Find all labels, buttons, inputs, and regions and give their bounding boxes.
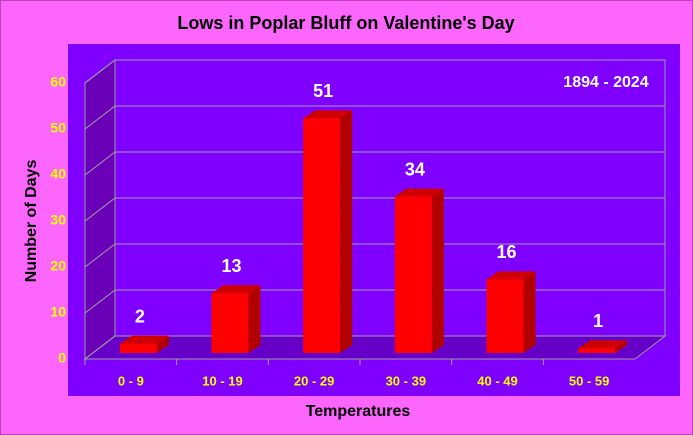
bar (578, 348, 616, 353)
floor (83, 335, 667, 360)
x-tick-label: 50 - 59 (569, 373, 609, 388)
grid-line (84, 335, 665, 360)
grid-line (84, 105, 665, 130)
y-tick-label: 40 (50, 166, 66, 182)
y-tick-label: 0 (58, 350, 66, 366)
bar-top (486, 271, 536, 280)
x-tick-label: 0 - 9 (118, 373, 144, 388)
x-tick-label: 30 - 39 (386, 373, 426, 388)
bar-top (211, 285, 261, 294)
bar-side (523, 271, 536, 353)
grid-line (84, 289, 665, 314)
x-tick-label: 10 - 19 (202, 373, 242, 388)
x-tick-label: 40 - 49 (477, 373, 517, 388)
bar-top (394, 188, 444, 197)
y-tick-label: 50 (50, 120, 66, 136)
y-tick-label: 30 (50, 212, 66, 228)
y-tick-label: 20 (50, 258, 66, 274)
bar (119, 343, 157, 353)
y-tick-label: 10 (50, 304, 66, 320)
bar-side (615, 340, 628, 353)
annotation: 1894 - 2024 (563, 74, 649, 91)
bar-side (340, 110, 353, 354)
chart-title: Lows in Poplar Bluff on Valentine's Day (177, 13, 514, 33)
bar-top (119, 335, 169, 344)
bar (211, 293, 249, 353)
grid-line (84, 197, 665, 222)
data-label: 34 (405, 159, 425, 179)
data-label: 2 (135, 307, 145, 327)
data-label: 16 (496, 242, 516, 262)
data-label: 13 (221, 256, 241, 276)
grid-line (84, 151, 665, 176)
x-tick-label: 20 - 29 (294, 373, 334, 388)
bar-side (248, 285, 261, 353)
bar-side (156, 335, 169, 353)
bar (394, 196, 432, 353)
bar-top (303, 110, 353, 119)
data-label: 1 (593, 311, 603, 331)
bar-side (431, 188, 444, 353)
bar (486, 279, 524, 353)
grid-line (84, 243, 665, 268)
bar (303, 118, 341, 354)
grid (84, 59, 665, 360)
y-tick-label: 60 (50, 74, 66, 90)
grid-line (84, 59, 665, 84)
x-axis-title: Temperatures (306, 403, 411, 420)
bars (119, 110, 628, 354)
bar-top (578, 340, 628, 349)
data-label: 51 (313, 81, 333, 101)
y-axis-title: Number of Days (23, 160, 40, 283)
